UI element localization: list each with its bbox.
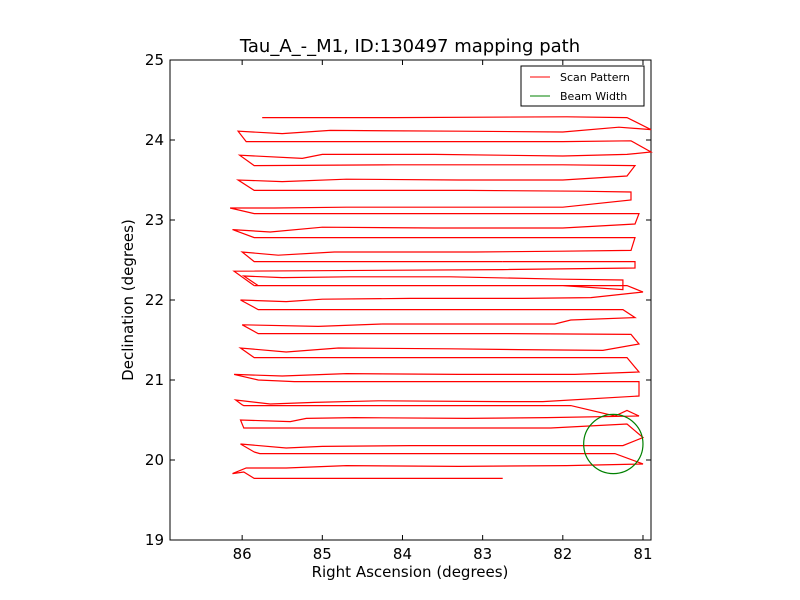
x-tick-label: 83	[473, 545, 492, 563]
y-tick-label: 20	[145, 451, 164, 469]
plot-area: 86 85 84 83 82 81 19 20 21 22 23 24 25	[145, 51, 653, 563]
x-tick-label: 84	[393, 545, 412, 563]
y-axis-label: Declination (degrees)	[119, 219, 137, 381]
y-tick-label: 19	[145, 531, 164, 549]
axis-ticks: 86 85 84 83 82 81 19 20 21 22 23 24 25	[145, 51, 653, 563]
y-tick-label: 21	[145, 371, 164, 389]
y-tick-label: 24	[145, 131, 164, 149]
scan-pattern-line-lower	[232, 275, 645, 479]
x-tick-label: 81	[633, 545, 652, 563]
x-tick-label: 85	[313, 545, 332, 563]
y-tick-label: 25	[145, 51, 164, 69]
y-tick-label: 22	[145, 291, 164, 309]
legend-box	[520, 65, 645, 107]
series-layer	[229, 116, 653, 479]
legend-label-scan-pattern: Scan Pattern	[560, 71, 630, 84]
x-axis-label: Right Ascension (degrees)	[312, 563, 509, 581]
scan-pattern-line-upper	[229, 116, 653, 263]
legend: Scan Pattern Beam Width	[520, 65, 645, 107]
x-tick-label: 86	[233, 545, 252, 563]
beam-width-circle	[583, 413, 644, 475]
x-tick-label: 82	[553, 545, 572, 563]
chart-title: Tau_A_-_M1, ID:130497 mapping path	[239, 36, 580, 57]
y-tick-label: 23	[145, 211, 164, 229]
legend-label-beam-width: Beam Width	[560, 90, 627, 103]
scan-pattern-line-middle	[232, 261, 636, 287]
